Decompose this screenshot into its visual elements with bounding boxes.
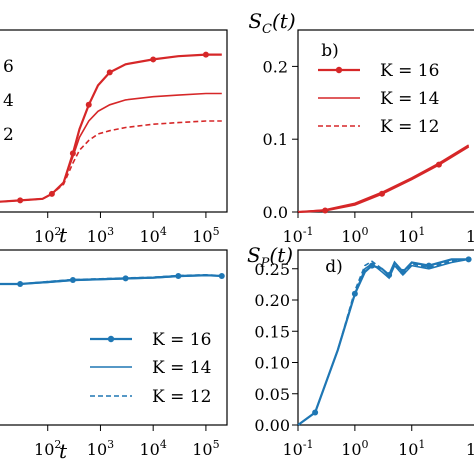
panel-b-panel-label: b)	[321, 41, 339, 61]
panel-a-legend-partial: 4	[3, 91, 14, 111]
panel-a-xtick-label: 104	[140, 225, 167, 246]
panel-c-xtick-label: 104	[140, 438, 167, 459]
panel-b-ytick-label: 0.0	[263, 203, 288, 222]
panel-a-xtick-label: 102	[34, 225, 61, 246]
panel-d-series-0-line	[297, 258, 469, 426]
panel-d-ytick-label: 0.15	[254, 322, 290, 341]
panel-a-xtick-label: 103	[87, 225, 114, 246]
panel-b-ytick-label: 0.1	[263, 130, 288, 149]
panel-d-panel-label: d)	[325, 257, 343, 277]
panel-d-xtick-label: 10	[466, 440, 474, 459]
panel-a-series-0-line	[0, 53, 222, 203]
panel-a: 102 103 104 105 t 6 4 2	[0, 29, 228, 247]
panel-d-ytick-label: 0.00	[254, 416, 290, 435]
panel-b-xtick-label: 10	[466, 227, 474, 246]
panel-c: 102 103 104 105 t K = 16 K = 14 K = 12	[0, 249, 228, 463]
panel-b-ytick-label: 0.2	[263, 57, 288, 76]
panel-b-xtick-label: 10-1	[282, 225, 313, 246]
panel-b-legend-marker	[335, 66, 343, 74]
panel-a-series-0-point	[85, 101, 92, 108]
panel-a-series-0-point	[150, 56, 157, 63]
panel-d-xtick-label: 101	[398, 438, 425, 459]
panel-b-series-0-line	[297, 145, 470, 214]
panel-d-title: SP(t)	[247, 243, 293, 271]
panel-c-legend-label: K = 16	[152, 330, 211, 350]
panel-d-frame	[297, 249, 474, 426]
panel-b-title: SC(t)	[248, 9, 295, 37]
panel-a-series-0-point	[202, 51, 209, 58]
panel-b-xtick-label: 101	[398, 225, 425, 246]
panel-a-xlabel: t	[59, 223, 68, 247]
panel-d-ytick-label: 0.10	[254, 354, 290, 373]
panel-a-legend-partial: 2	[3, 125, 14, 145]
panel-a-frame	[0, 29, 228, 213]
panel-c-xlabel: t	[59, 439, 68, 463]
panel-a-series-0-point	[106, 69, 113, 76]
panel-c-series-1-line	[0, 274, 222, 285]
panel-a-series-1-line	[0, 92, 222, 203]
panel-b-series-2-line	[297, 145, 470, 213]
panel-d-xtick-label: 10-1	[282, 438, 313, 459]
panel-d-ytick-label: 0.20	[254, 291, 290, 310]
panel-c-xtick-label: 105	[192, 438, 219, 459]
panel-c-xtick-label: 103	[87, 438, 114, 459]
panel-c-xtick-label: 102	[34, 438, 61, 459]
panel-b-legend-label: K = 12	[380, 117, 439, 137]
panel-a-series-2-line	[0, 120, 222, 203]
panel-d-xtick-label: 100	[341, 438, 368, 459]
panel-b-frame	[297, 29, 474, 213]
panel-a-legend-partial: 6	[3, 57, 14, 77]
panel-d-ytick-label: 0.05	[254, 385, 290, 404]
panel-c-legend-label: K = 12	[152, 387, 211, 407]
panel-d: 0.00 0.05 0.10 0.15 0.20 0.25 10-1 100 101 10 SP(t…	[247, 243, 474, 459]
panel-b: 0.0 0.1 0.2 10-1 100 101 10 SC(t) b) K = 16 K = 14…	[248, 9, 474, 246]
panel-d-series-1-line	[297, 258, 469, 426]
panel-c-frame	[0, 249, 228, 426]
panel-b-legend-label: K = 16	[380, 61, 439, 81]
panel-d-series-2-line	[297, 258, 469, 426]
panel-c-legend-marker	[107, 335, 115, 343]
panel-a-xtick-label: 105	[192, 225, 219, 246]
panel-d-ytick-label: 0.25	[254, 260, 290, 279]
panel-b-xtick-label: 100	[341, 225, 368, 246]
panel-c-legend-label: K = 14	[152, 358, 211, 378]
panel-b-series-1-line	[297, 144, 470, 213]
panel-b-legend-label: K = 14	[380, 89, 439, 109]
